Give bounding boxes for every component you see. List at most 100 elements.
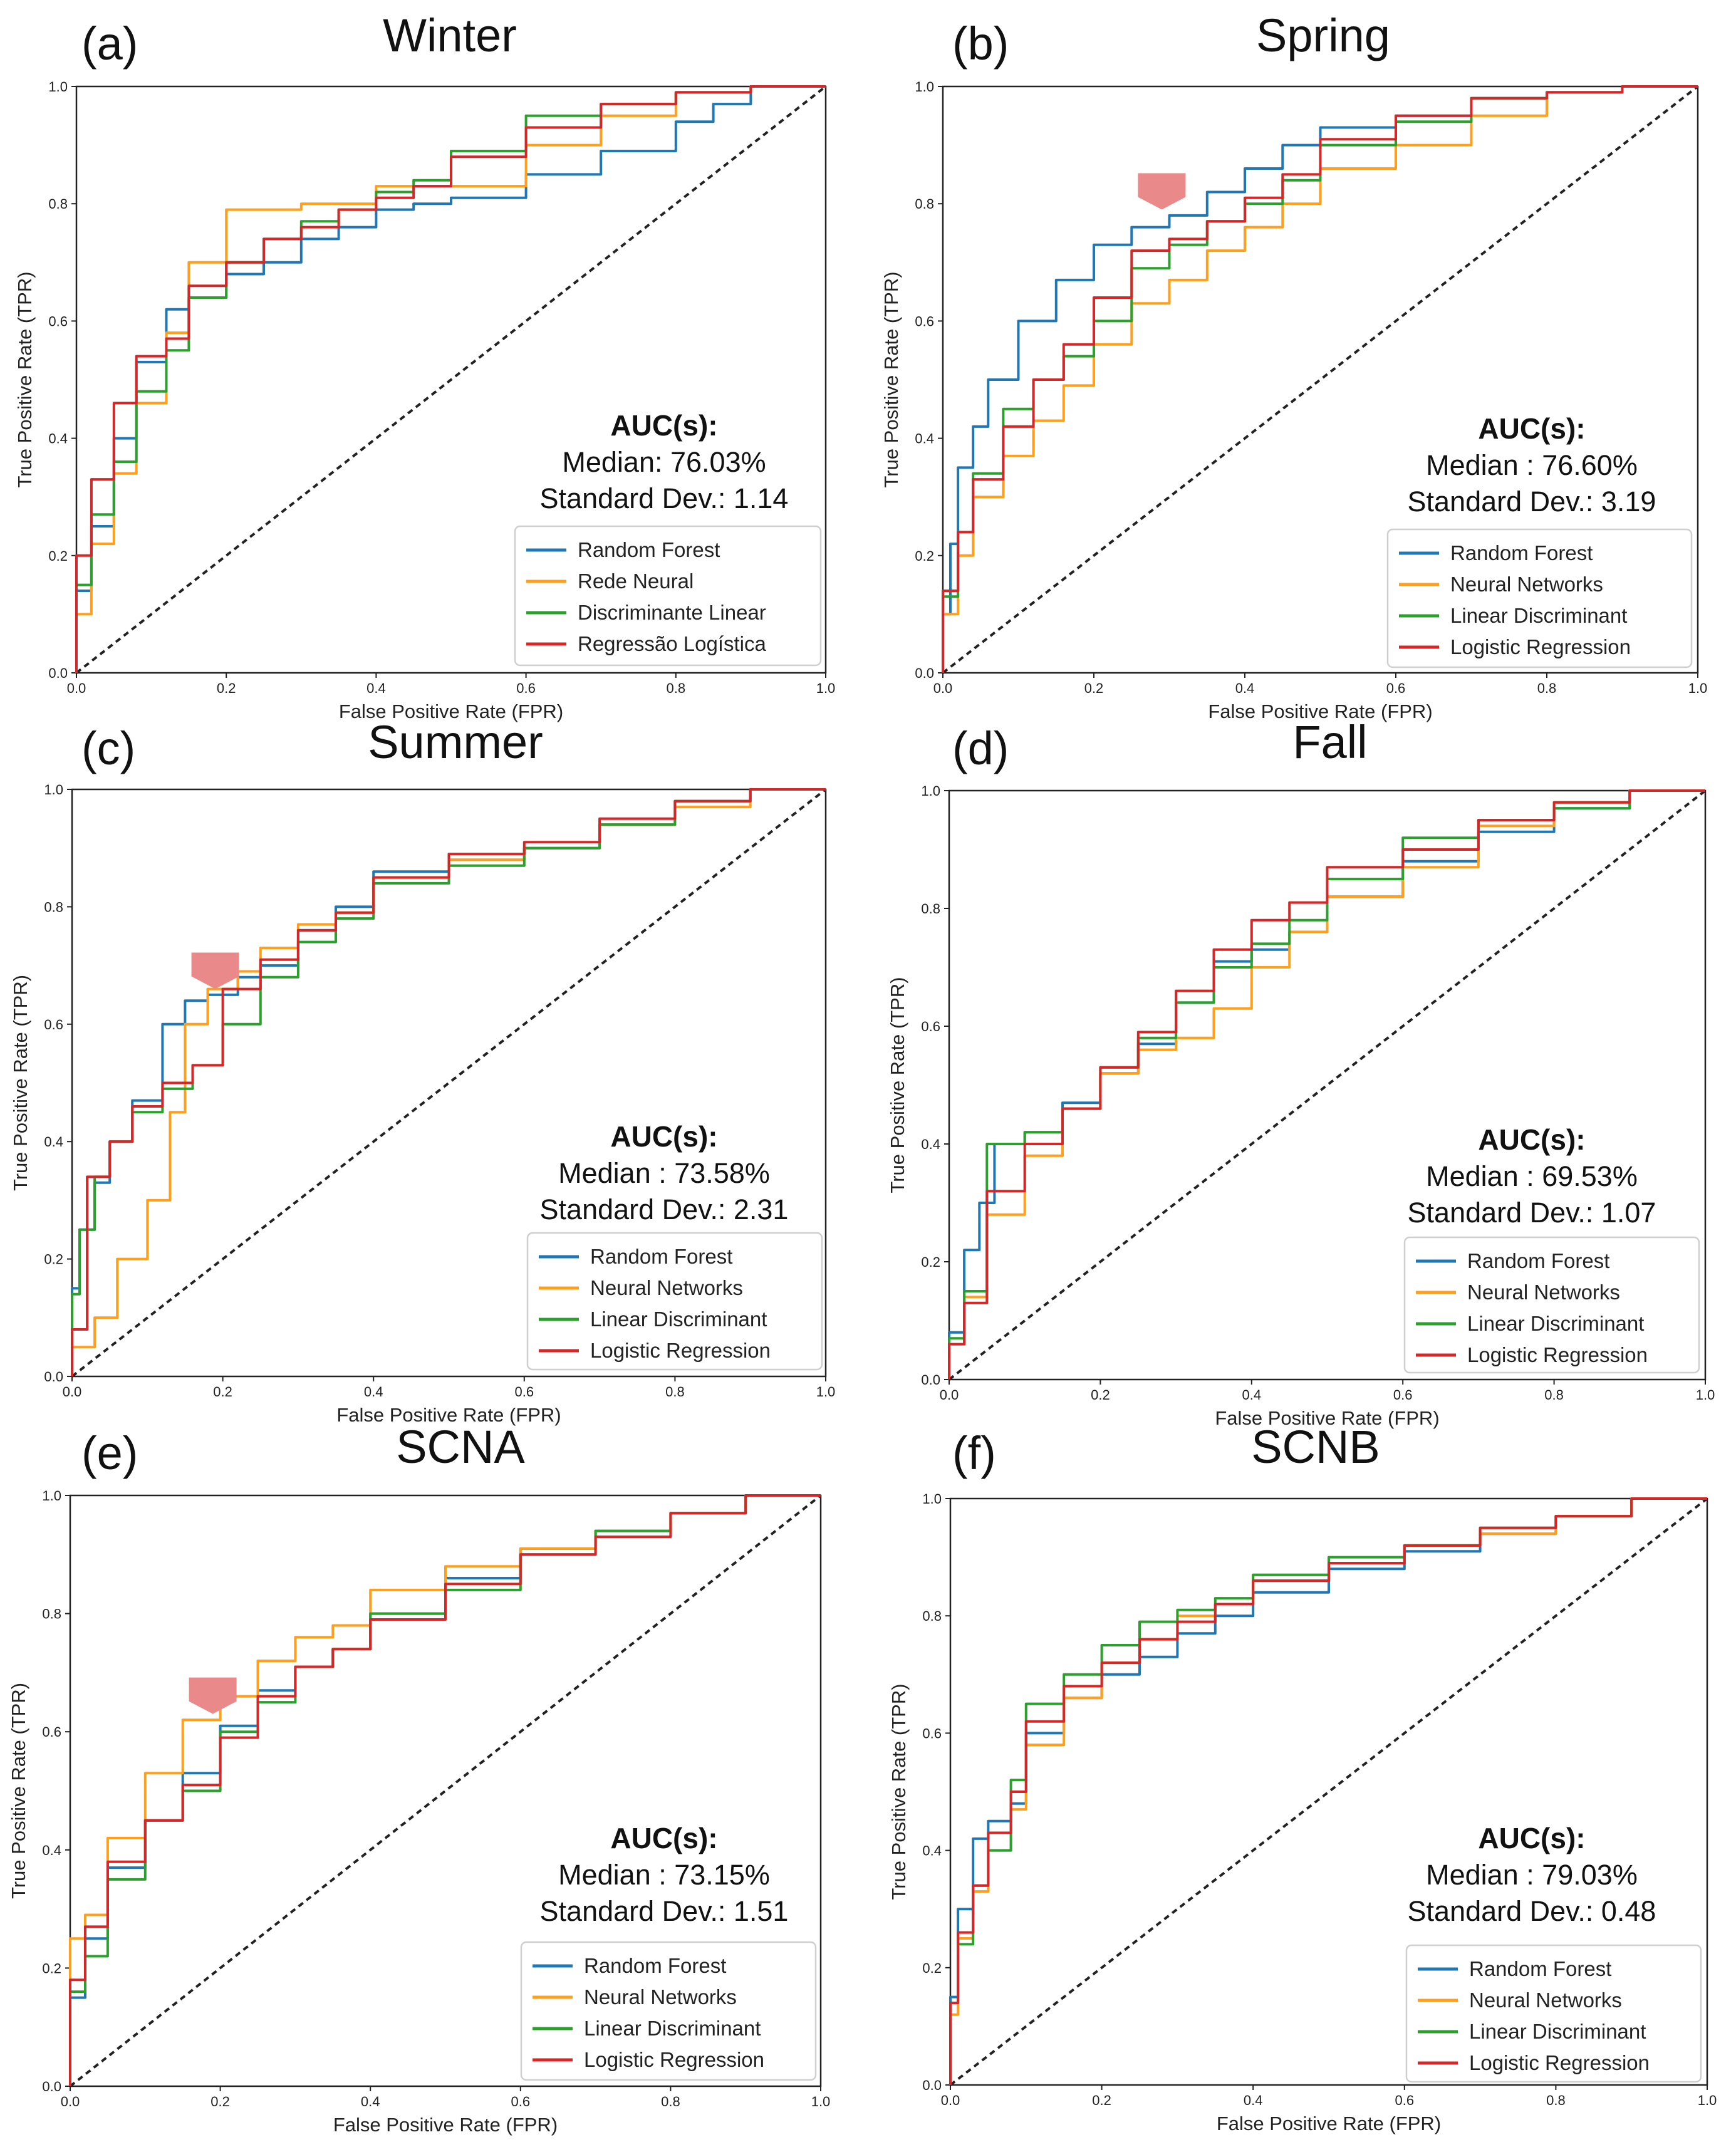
y-axis-label: True Positive Rate (TPR) (880, 271, 902, 487)
y-tick-label: 0.4 (44, 1134, 63, 1150)
auc-median: Median : 79.03% (1426, 1859, 1638, 1891)
panel-title: SCNA (396, 1421, 525, 1473)
panel-title: Spring (1256, 9, 1390, 61)
auc-std-dev: Standard Dev.: 0.48 (1408, 1895, 1656, 1927)
legend-label-logistic: Logistic Regression (1467, 1343, 1648, 1366)
legend-box (520, 1941, 817, 2081)
auc-heading: AUC(s): (1478, 412, 1585, 445)
x-tick-label: 0.6 (1395, 2092, 1415, 2108)
x-tick-label: 0.8 (667, 680, 686, 696)
legend-label-logistic: Logistic Regression (584, 2048, 764, 2071)
x-tick-label: 1.0 (1698, 2092, 1717, 2108)
x-tick-label: 1.0 (1688, 680, 1708, 696)
x-tick-label: 0.8 (1537, 680, 1557, 696)
legend-label-logistic: Logistic Regression (1450, 635, 1631, 658)
highlight-arrow-marker (189, 1677, 237, 1714)
auc-heading: AUC(s): (610, 1120, 717, 1153)
auc-heading: AUC(s): (610, 409, 717, 442)
x-tick-label: 0.0 (933, 680, 953, 696)
y-tick-label: 0.8 (922, 1608, 942, 1624)
auc-std-dev: Standard Dev.: 1.14 (540, 482, 789, 514)
legend: Random Forest Neural Networks Linear Discr… (520, 1941, 817, 2081)
x-tick-label: 0.6 (516, 680, 536, 696)
roc-panel-2: (b) Spring 0.0 0.2 0.4 0.6 0.8 1.0 0.0 0.2 0.4 0.6 0… (880, 9, 1707, 722)
auc-std-dev: Standard Dev.: 2.31 (540, 1193, 789, 1225)
legend-box (1403, 1236, 1700, 1374)
y-tick-label: 0.4 (922, 1843, 942, 1859)
panel-title: Fall (1292, 716, 1367, 768)
x-tick-label: 0.0 (61, 2094, 80, 2109)
auc-median: Median : 73.58% (558, 1157, 770, 1189)
plot-frame (949, 1497, 1708, 2086)
y-axis-label: True Positive Rate (TPR) (886, 977, 908, 1193)
legend: Random Forest Neural Networks Linear Discr… (1386, 528, 1693, 668)
legend-label-linear: Linear Discriminant (1450, 604, 1627, 627)
chance-diagonal (69, 1494, 822, 2087)
panel-letter: (a) (81, 18, 138, 70)
x-tick-label: 0.2 (1092, 2092, 1111, 2108)
legend-label-logistic: Logistic Regression (1469, 2051, 1650, 2074)
roc-curve-logistic (75, 85, 826, 673)
y-tick-label: 0.4 (42, 1843, 61, 1858)
x-tick-label: 0.2 (1091, 1387, 1110, 1403)
y-tick-label: 0.0 (921, 1372, 940, 1388)
x-tick-label: 0.6 (1393, 1387, 1413, 1403)
chance-diagonal (71, 788, 827, 1378)
y-tick-label: 0.0 (915, 665, 934, 681)
roc-curve-logistic (948, 789, 1705, 1380)
y-tick-label: 1.0 (48, 79, 68, 95)
x-tick-label: 0.0 (63, 1384, 82, 1400)
x-tick-label: 0.4 (1235, 680, 1255, 696)
x-axis-label: False Positive Rate (FPR) (1217, 2113, 1441, 2134)
legend-label-linear: Linear Discriminant (590, 1307, 767, 1331)
y-tick-label: 0.8 (44, 899, 63, 915)
legend: Random Forest Rede Neural Discriminante Li… (514, 525, 822, 667)
y-tick-label: 0.4 (48, 431, 68, 447)
x-axis-label: False Positive Rate (FPR) (336, 1404, 561, 1426)
y-tick-label: 0.4 (921, 1136, 940, 1152)
y-tick-label: 0.0 (42, 2079, 61, 2094)
x-tick-label: 1.0 (811, 2094, 831, 2109)
x-tick-label: 0.4 (364, 1384, 383, 1400)
highlight-arrow-marker (1138, 173, 1186, 210)
legend-label-neural: Neural Networks (584, 1985, 737, 2009)
x-axis-label: False Positive Rate (FPR) (1208, 700, 1432, 722)
auc-median: Median: 76.03% (562, 446, 766, 478)
x-tick-label: 0.4 (361, 2094, 380, 2109)
y-tick-label: 0.6 (922, 1725, 942, 1741)
highlight-arrow-marker (191, 952, 239, 989)
legend-box (1386, 528, 1693, 668)
y-tick-label: 0.0 (44, 1369, 63, 1385)
panel-letter: (f) (952, 1427, 996, 1479)
panel-letter: (d) (952, 722, 1009, 774)
auc-std-dev: Standard Dev.: 1.07 (1408, 1197, 1656, 1229)
auc-heading: AUC(s): (1478, 1123, 1585, 1156)
y-tick-label: 1.0 (44, 782, 63, 798)
y-tick-label: 0.2 (915, 548, 934, 564)
legend-label-random-forest: Random Forest (1469, 1957, 1611, 1980)
x-tick-label: 0.8 (665, 1384, 685, 1400)
y-tick-label: 0.4 (915, 431, 934, 447)
legend-label-logistic: Logistic Regression (590, 1339, 771, 1362)
panel-letter: (e) (81, 1427, 138, 1479)
panel-title: Winter (383, 9, 517, 61)
x-tick-label: 1.0 (1696, 1387, 1715, 1403)
auc-heading: AUC(s): (1478, 1822, 1585, 1854)
legend-label-random-forest: Random Forest (590, 1245, 732, 1268)
roc-curve-neural (942, 85, 1698, 673)
plot-frame (75, 85, 827, 674)
y-axis-label: True Positive Rate (TPR) (8, 1683, 29, 1899)
y-tick-label: 0.6 (42, 1724, 61, 1740)
legend-label-random-forest: Random Forest (1450, 541, 1593, 564)
legend: Random Forest Neural Networks Linear Discr… (526, 1232, 823, 1371)
auc-std-dev: Standard Dev.: 1.51 (540, 1895, 789, 1927)
chance-diagonal (942, 85, 1699, 674)
y-tick-label: 0.0 (922, 2077, 942, 2093)
y-tick-label: 0.8 (921, 901, 940, 917)
x-tick-label: 0.8 (661, 2094, 680, 2109)
auc-median: Median : 76.60% (1426, 449, 1638, 481)
y-tick-label: 0.6 (48, 313, 68, 329)
roc-panel-4: (d) Fall 0.0 0.2 0.4 0.6 0.8 1.0 0.0 0.2 0.4 0.6 0.8… (886, 716, 1715, 1429)
roc-curve-logistic (949, 1497, 1707, 2085)
